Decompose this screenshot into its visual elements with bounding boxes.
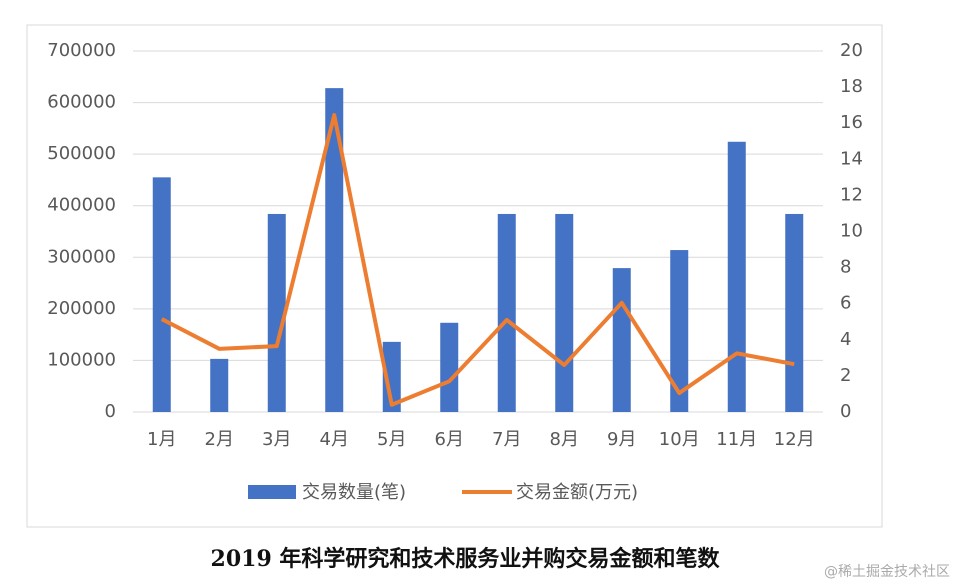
y2-tick-label: 4 (840, 329, 851, 350)
x-tick-label: 6月 (435, 429, 464, 450)
x-tick-label: 3月 (262, 429, 291, 450)
bar (210, 358, 229, 412)
x-tick-label: 2月 (205, 429, 234, 450)
bar (555, 213, 574, 412)
y2-tick-label: 10 (840, 221, 863, 242)
bar (325, 88, 344, 412)
x-tick-label: 11月 (716, 429, 757, 450)
y2-tick-label: 8 (840, 257, 851, 278)
bar (497, 213, 516, 412)
bar (152, 177, 171, 412)
x-tick-label: 4月 (320, 429, 349, 450)
y2-tick-label: 18 (840, 76, 863, 97)
y2-tick-label: 16 (840, 112, 863, 133)
y-tick-label: 600000 (47, 92, 116, 113)
bar (612, 268, 631, 412)
x-tick-label: 12月 (774, 429, 815, 450)
x-tick-label: 7月 (492, 429, 521, 450)
x-tick-label: 8月 (550, 429, 579, 450)
bar (382, 341, 401, 412)
y2-tick-label: 0 (840, 401, 851, 422)
bar (727, 141, 746, 412)
y-tick-label: 300000 (47, 246, 116, 267)
y2-tick-label: 14 (840, 148, 863, 169)
y-tick-label: 0 (105, 401, 116, 422)
line (160, 113, 795, 407)
y2-tick-label: 12 (840, 184, 863, 205)
y2-tick-label: 20 (840, 40, 863, 61)
watermark: @稀土掘金技术社区 (824, 564, 950, 580)
legend-swatch (248, 485, 296, 499)
x-tick-label: 10月 (659, 429, 700, 450)
y2-tick-label: 6 (840, 293, 851, 314)
legend-label: 交易金额(万元) (516, 482, 638, 503)
x-tick-label: 1月 (147, 429, 176, 450)
y-tick-label: 400000 (47, 195, 116, 216)
bar (670, 250, 689, 412)
legend-label: 交易数量(笔) (302, 482, 406, 503)
y-tick-label: 200000 (47, 298, 116, 319)
y-tick-label: 100000 (47, 349, 116, 370)
bar (267, 213, 286, 412)
y-tick-label: 700000 (47, 40, 116, 61)
x-tick-label: 5月 (377, 429, 406, 450)
y2-tick-label: 2 (840, 365, 851, 386)
bar (785, 213, 804, 412)
caption: 2019 年科学研究和技术服务业并购交易金额和笔数 (211, 546, 721, 572)
bar (440, 322, 459, 412)
x-tick-label: 9月 (607, 429, 636, 450)
y-tick-label: 500000 (47, 143, 116, 164)
